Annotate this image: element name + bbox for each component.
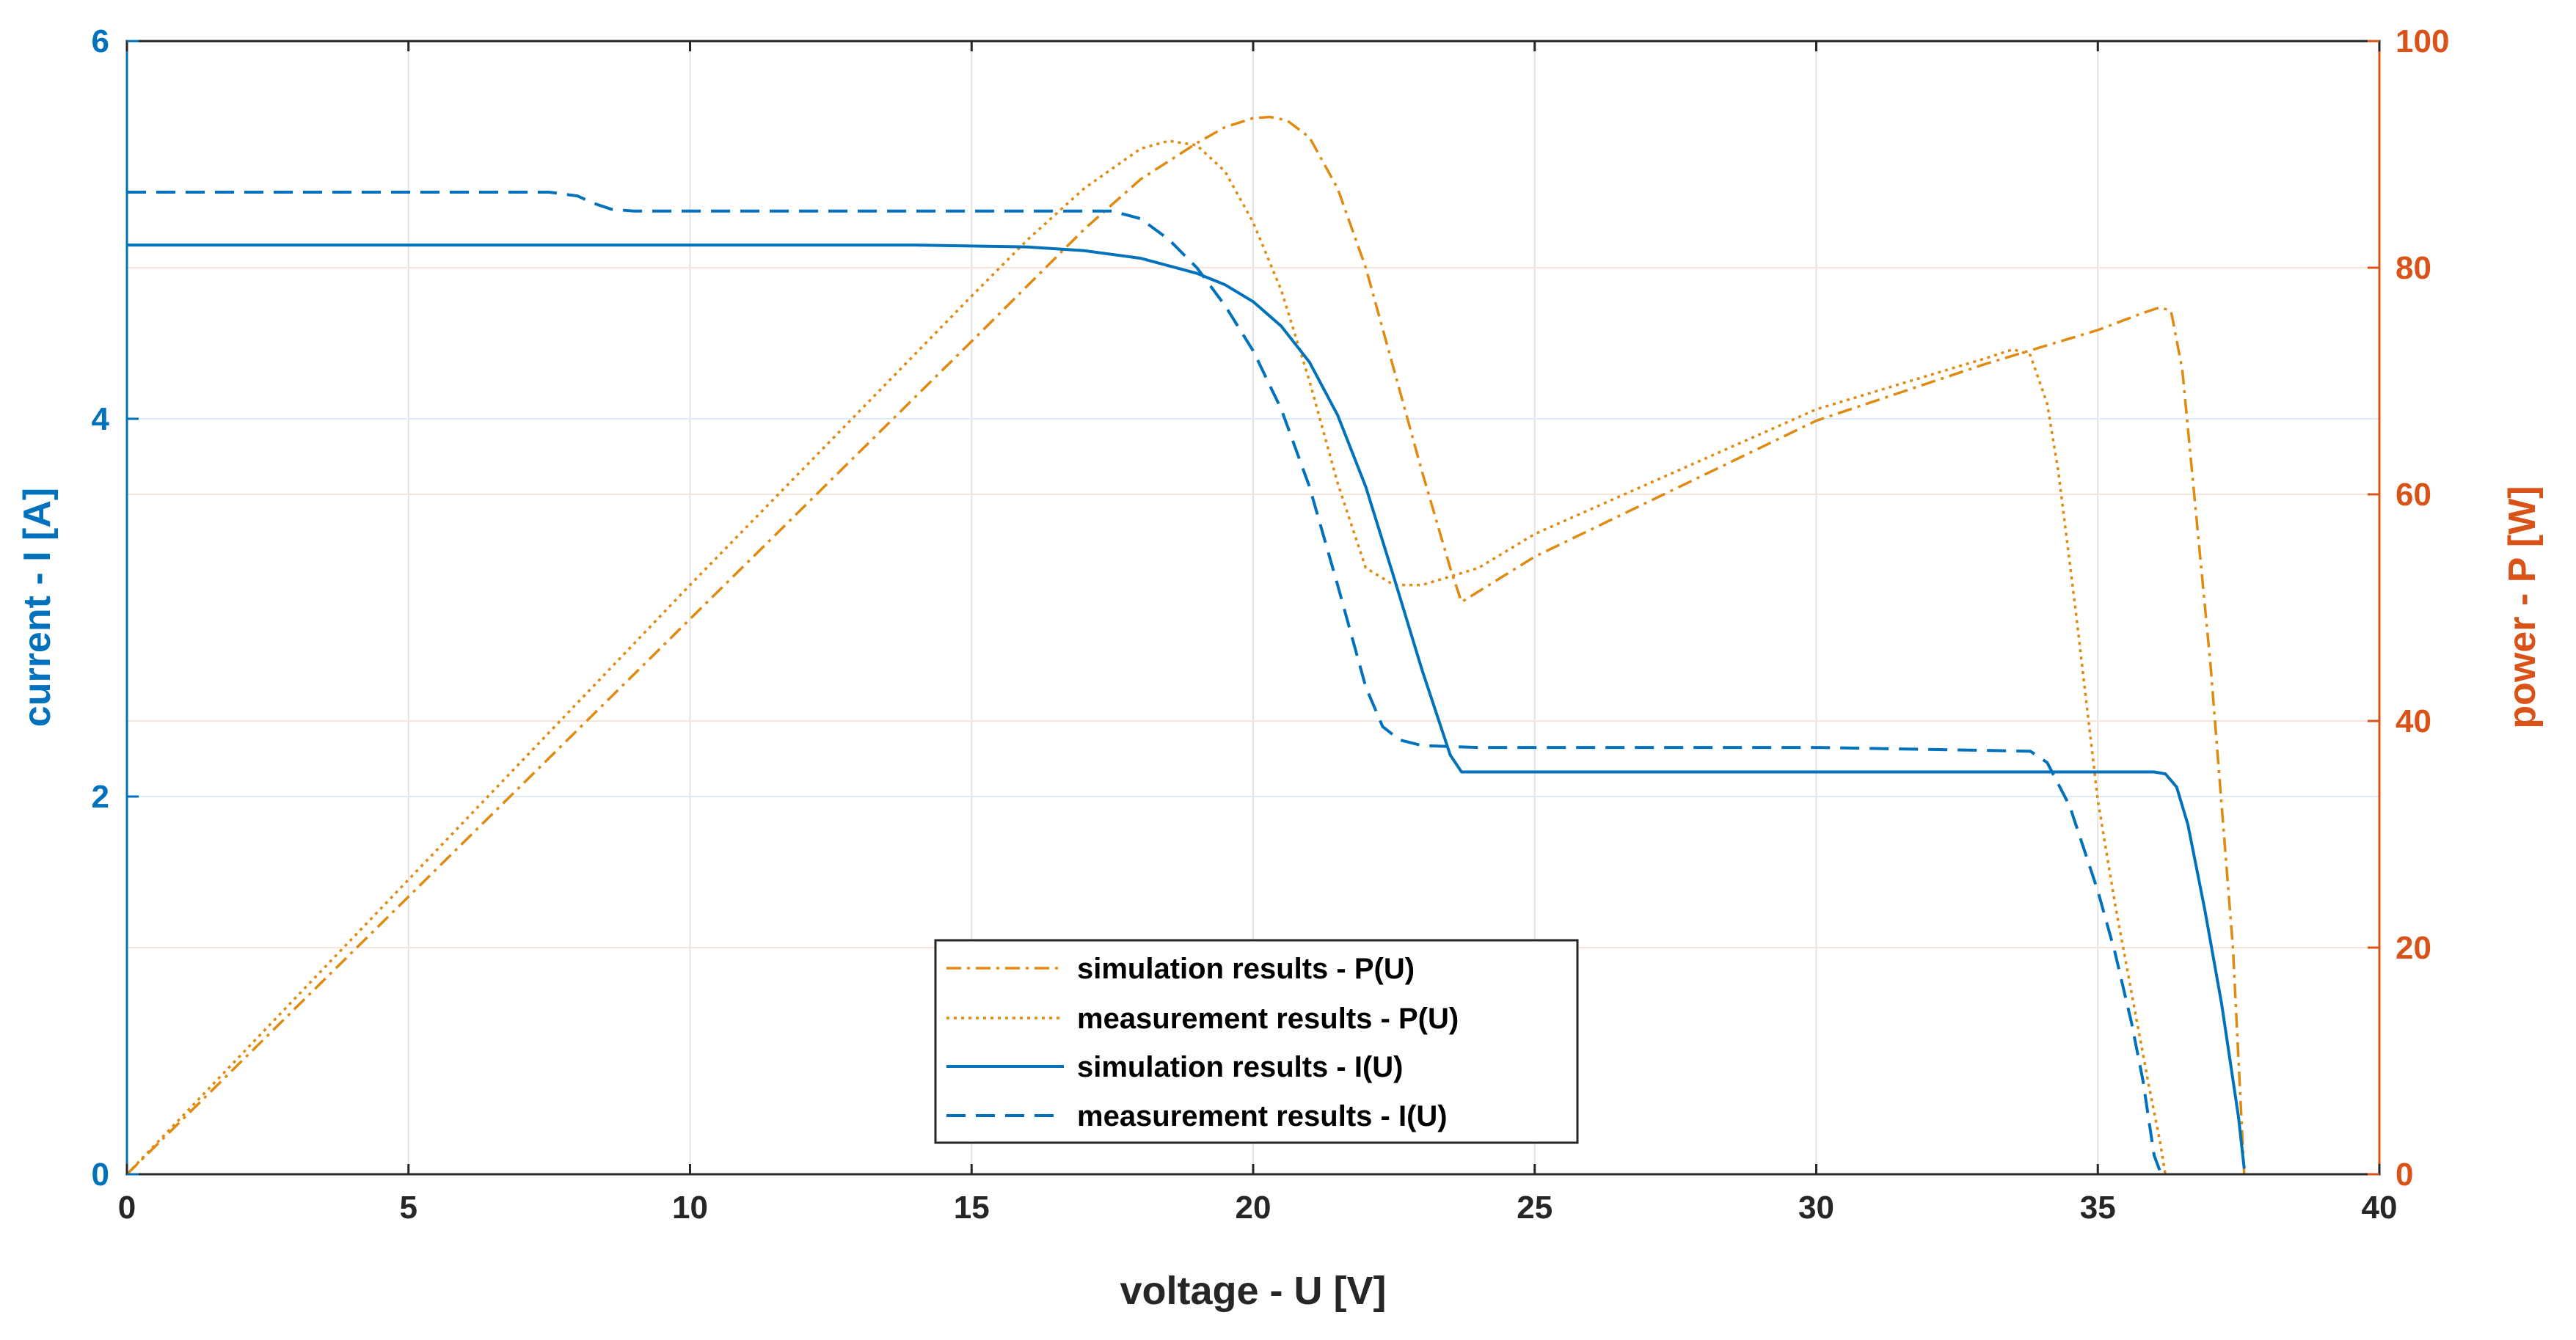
right-y-tick-label: 20 bbox=[2396, 930, 2431, 966]
series-sim-current-line bbox=[127, 244, 2246, 1169]
x-tick-label: 5 bbox=[400, 1190, 417, 1226]
series-meas-current-line bbox=[127, 191, 2161, 1171]
x-tick-label: 30 bbox=[1798, 1190, 1834, 1226]
series bbox=[125, 115, 2246, 1176]
legend-label-meas-power: measurement results - P(U) bbox=[1077, 1003, 1459, 1035]
x-tick-label: 40 bbox=[2362, 1190, 2398, 1226]
left-y-tick-label: 2 bbox=[92, 779, 109, 815]
legend-label-sim-power: simulation results - P(U) bbox=[1077, 953, 1415, 985]
left-y-axis-label: current - I [A] bbox=[16, 488, 59, 727]
legend-label-meas-current: measurement results - I(U) bbox=[1077, 1100, 1448, 1132]
legend: simulation results - P(U) measurement re… bbox=[934, 939, 1579, 1144]
left-y-tick-label: 0 bbox=[92, 1157, 109, 1193]
right-y-tick-label: 100 bbox=[2396, 23, 2449, 59]
x-tick-label: 25 bbox=[1517, 1190, 1552, 1226]
series-meas-power-line bbox=[125, 139, 2167, 1176]
x-tick-label: 10 bbox=[672, 1190, 708, 1226]
x-tick-label: 35 bbox=[2080, 1190, 2116, 1226]
left-y-tick-label: 4 bbox=[92, 401, 110, 437]
x-axis-label: voltage - U [V] bbox=[1120, 1269, 1386, 1313]
x-tick-label: 15 bbox=[954, 1190, 990, 1226]
right-y-tick-label: 0 bbox=[2396, 1157, 2413, 1193]
right-y-axis-label: power - P [W] bbox=[2501, 486, 2544, 728]
legend-label-sim-current: simulation results - I(U) bbox=[1077, 1051, 1404, 1083]
x-tick-label: 20 bbox=[1236, 1190, 1271, 1226]
left-y-tick-label: 6 bbox=[92, 23, 109, 59]
right-y-tick-label: 40 bbox=[2396, 703, 2431, 739]
right-y-tick-label: 80 bbox=[2396, 250, 2431, 286]
legend-box bbox=[934, 939, 1579, 1144]
x-tick-label: 0 bbox=[118, 1190, 136, 1226]
right-y-tick-label: 60 bbox=[2396, 477, 2431, 513]
series-sim-power-line bbox=[125, 115, 2246, 1176]
grid bbox=[127, 41, 2379, 1174]
